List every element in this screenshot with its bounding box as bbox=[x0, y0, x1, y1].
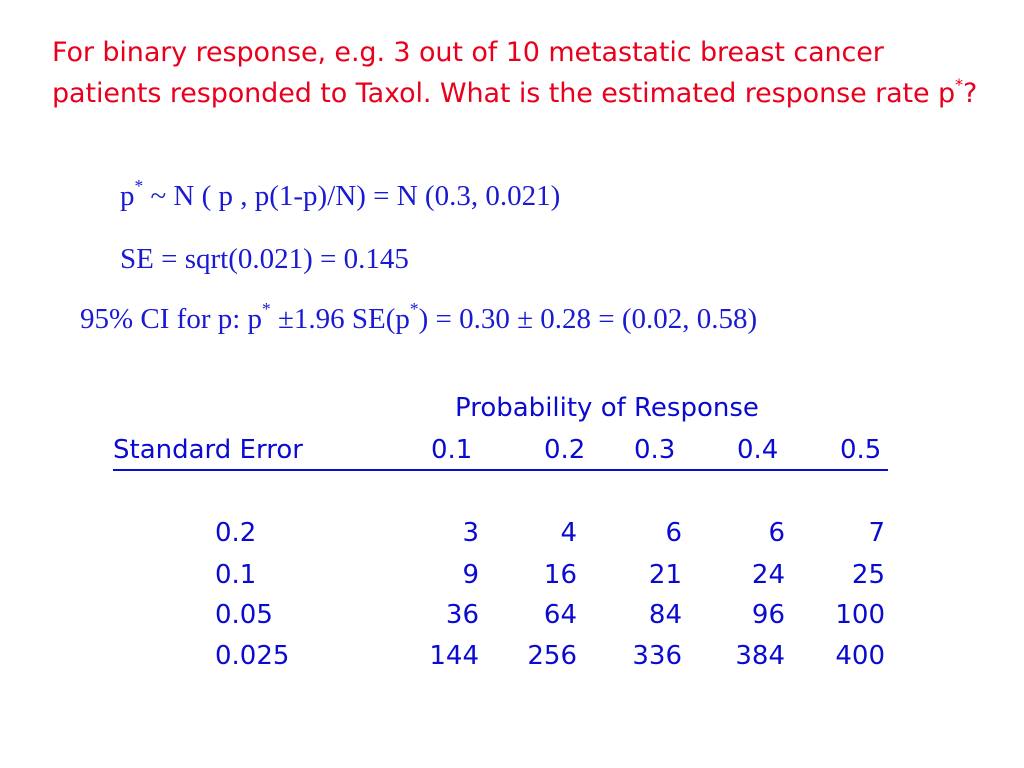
table-cell: 100 bbox=[835, 600, 885, 630]
table-cell: 7 bbox=[868, 518, 885, 548]
table-row: 0.025 144 256 336 384 400 bbox=[0, 641, 1024, 675]
table-cell: 256 bbox=[527, 641, 577, 671]
f1-rest: ~ N ( p , p(1-p)/N) = N (0.3, 0.021) bbox=[143, 180, 561, 212]
column-header: 0.4 bbox=[737, 435, 779, 465]
f1-asterisk: * bbox=[134, 175, 144, 196]
row-se: 0.2 bbox=[215, 518, 257, 548]
row-se: 0.025 bbox=[215, 641, 290, 671]
table-cell: 6 bbox=[665, 518, 682, 548]
table-cell: 16 bbox=[543, 560, 577, 590]
table-cell: 6 bbox=[768, 518, 785, 548]
f2-text: SE = sqrt(0.021) = 0.145 bbox=[120, 243, 409, 275]
f3-asterisk-1: * bbox=[262, 298, 271, 319]
distribution-formula: p* ~ N ( p , p(1-p)/N) = N (0.3, 0.021) bbox=[120, 177, 561, 213]
table-cell: 84 bbox=[648, 600, 682, 630]
table-cell: 96 bbox=[751, 600, 785, 630]
standard-error-formula: SE = sqrt(0.021) = 0.145 bbox=[120, 243, 409, 276]
column-header: 0.1 bbox=[431, 435, 473, 465]
f3-middle: ±1.96 SE(p bbox=[270, 303, 410, 335]
table-cell: 25 bbox=[851, 560, 885, 590]
table-cell: 24 bbox=[751, 560, 785, 590]
table-cell: 336 bbox=[632, 641, 682, 671]
f3-suffix: ) = 0.30 ± 0.28 = (0.02, 0.58) bbox=[418, 303, 758, 335]
table-cell: 4 bbox=[560, 518, 577, 548]
confidence-interval-formula: 95% CI for p: p* ±1.96 SE(p*) = 0.30 ± 0… bbox=[80, 300, 758, 336]
table-cell: 3 bbox=[462, 518, 479, 548]
row-se: 0.05 bbox=[215, 600, 273, 630]
table-cell: 21 bbox=[648, 560, 682, 590]
table-row: 0.1 9 16 21 24 25 bbox=[0, 560, 1024, 594]
intro-text: For binary response, e.g. 3 out of 10 me… bbox=[52, 37, 956, 109]
table-cell: 384 bbox=[735, 641, 785, 671]
table-cell: 64 bbox=[543, 600, 577, 630]
f3-prefix: 95% CI for p: p bbox=[80, 303, 263, 335]
standard-error-header: Standard Error bbox=[113, 435, 303, 465]
f3-asterisk-2: * bbox=[409, 298, 419, 319]
table-cell: 36 bbox=[445, 600, 479, 630]
probability-header: Probability of Response bbox=[455, 393, 759, 423]
column-header: 0.5 bbox=[840, 435, 882, 465]
intro-question: For binary response, e.g. 3 out of 10 me… bbox=[52, 32, 992, 114]
table-row: 0.05 36 64 84 96 100 bbox=[0, 600, 1024, 634]
row-se: 0.1 bbox=[215, 560, 257, 590]
table-cell: 144 bbox=[429, 641, 479, 671]
column-header: 0.3 bbox=[634, 435, 676, 465]
table-header-row: Standard Error 0.1 0.2 0.3 0.4 0.5 bbox=[113, 435, 888, 471]
intro-question-mark: ? bbox=[963, 78, 978, 109]
table-cell: 400 bbox=[835, 641, 885, 671]
intro-asterisk: * bbox=[955, 74, 964, 94]
table-row: 0.2 3 4 6 6 7 bbox=[0, 518, 1024, 552]
column-header: 0.2 bbox=[544, 435, 586, 465]
f1-p: p bbox=[120, 180, 135, 212]
table-cell: 9 bbox=[462, 560, 479, 590]
